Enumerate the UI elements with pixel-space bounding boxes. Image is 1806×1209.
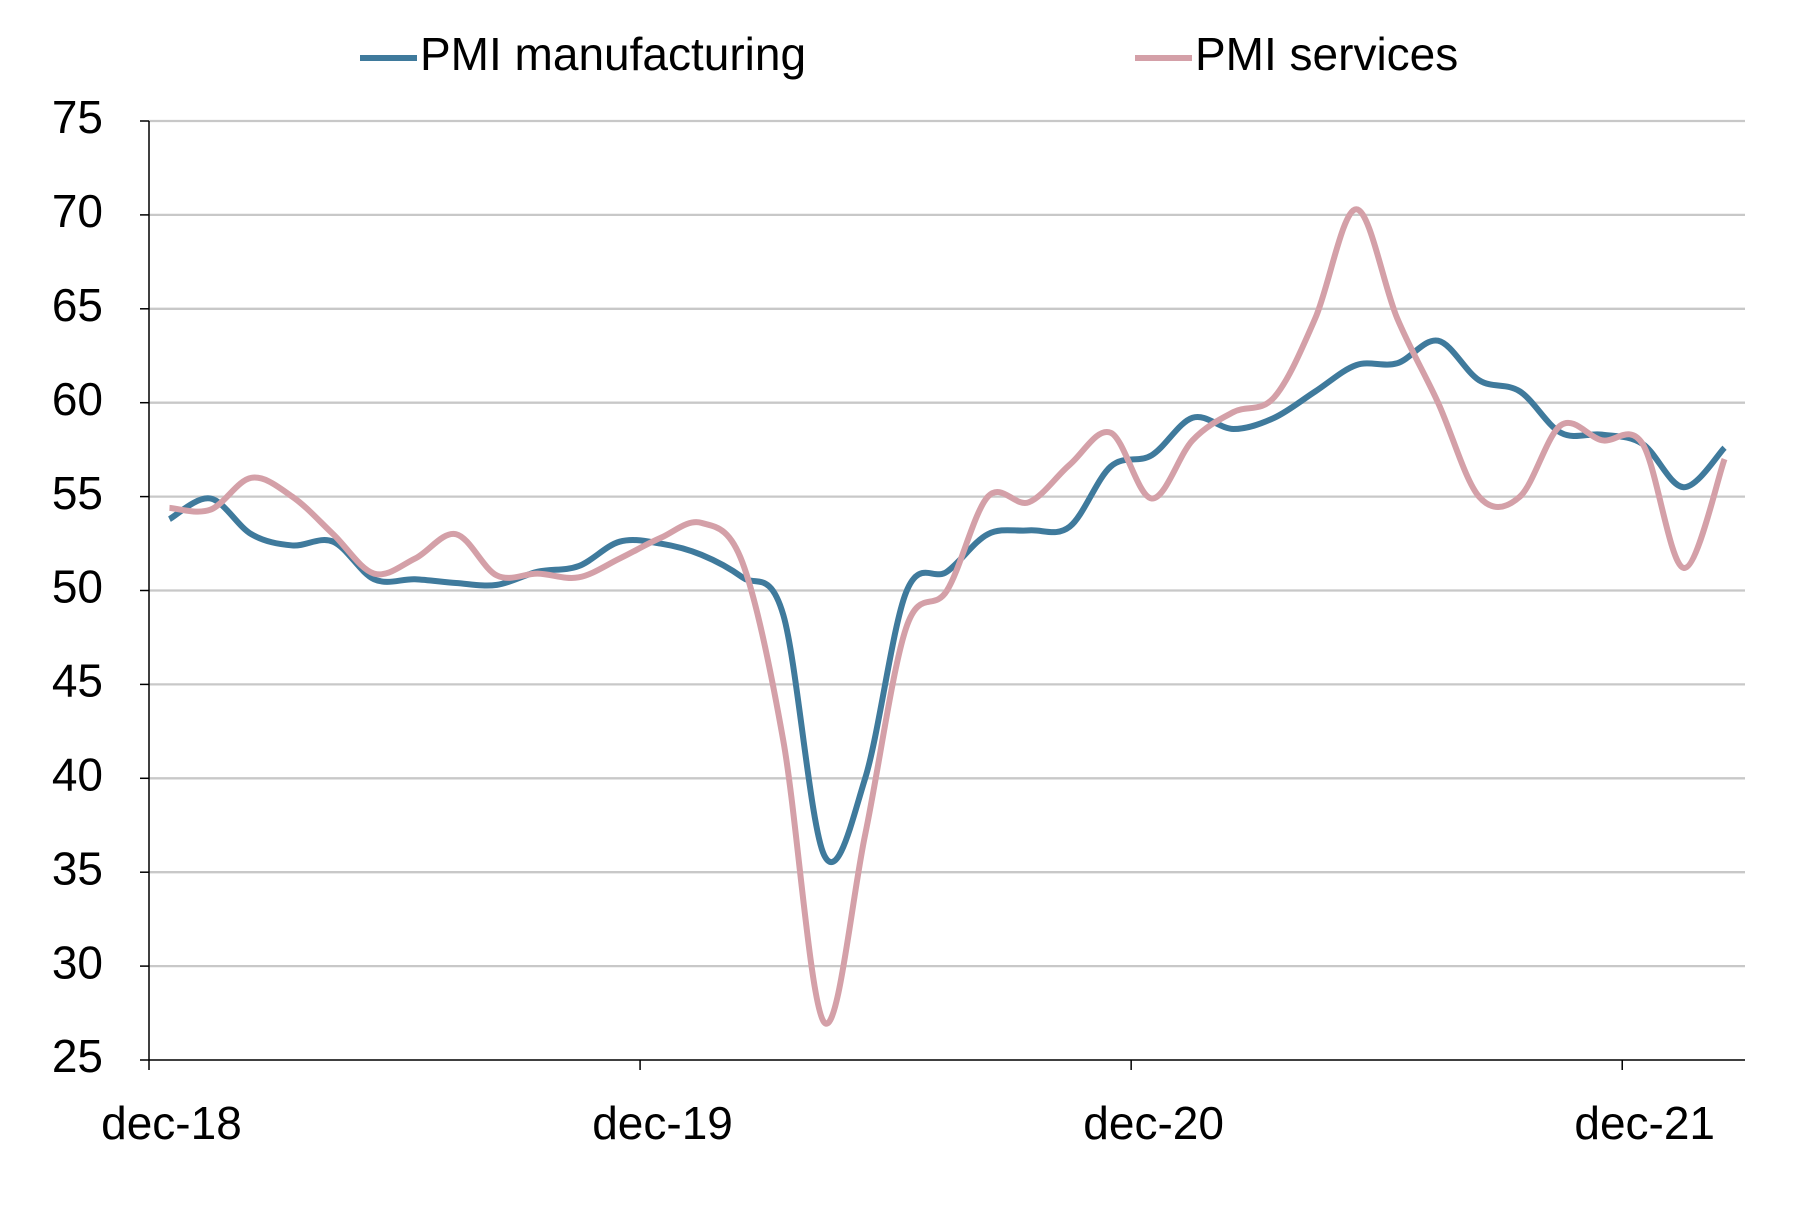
y-tick-label: 65: [52, 279, 103, 331]
legend-label: PMI manufacturing: [420, 28, 806, 80]
x-tick-label: dec-20: [1083, 1097, 1224, 1149]
y-tick-label: 70: [52, 185, 103, 237]
y-tick-label: 60: [52, 373, 103, 425]
legend-label: PMI services: [1195, 28, 1458, 80]
y-tick-label: 35: [52, 842, 103, 894]
x-tick-label: dec-21: [1574, 1097, 1715, 1149]
y-tick-label: 30: [52, 936, 103, 988]
y-tick-label: 40: [52, 748, 103, 800]
y-tick-label: 25: [52, 1030, 103, 1082]
series-line: [169, 206, 1728, 1027]
series-line: [167, 337, 1727, 866]
y-tick-label: 45: [52, 655, 103, 707]
y-tick-label: 75: [52, 91, 103, 143]
x-tick-label: dec-18: [101, 1097, 242, 1149]
y-tick-label: 50: [52, 561, 103, 613]
y-tick-label: 55: [52, 467, 103, 519]
x-tick-label: dec-19: [592, 1097, 733, 1149]
